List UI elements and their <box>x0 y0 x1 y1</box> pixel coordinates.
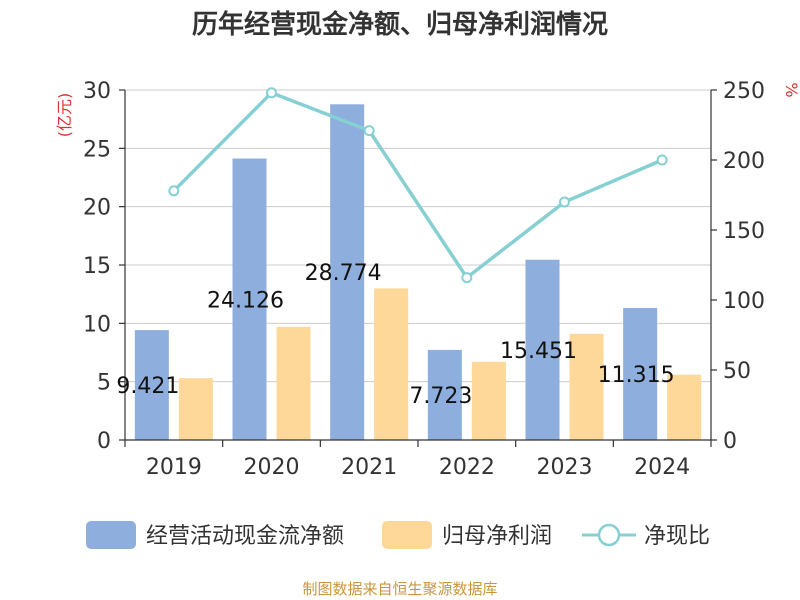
bars <box>134 104 702 440</box>
bar-data-label: 7.723 <box>409 384 472 409</box>
legend-swatch-cashflow <box>86 521 136 549</box>
right-tick-label: 250 <box>723 79 765 104</box>
right-axis-unit: % <box>782 82 800 97</box>
source-note: 制图数据来自恒生聚源数据库 <box>302 580 497 598</box>
left-axis-unit: (亿元) <box>55 93 74 138</box>
data-labels: 9.421 24.126 28.774 7.723 15.451 11.315 <box>116 261 674 409</box>
profit-bar <box>178 378 213 440</box>
left-tick-label: 0 <box>97 429 111 454</box>
ratio-line <box>168 87 668 284</box>
profit-bar <box>471 361 506 440</box>
profit-bar <box>374 288 409 440</box>
x-tick-label: 2021 <box>341 455 397 480</box>
profit-bar <box>276 326 311 440</box>
cashflow-bar <box>623 307 658 440</box>
bar-data-label: 11.315 <box>598 363 675 388</box>
cashflow-bar <box>330 104 365 440</box>
ratio-point <box>363 125 375 137</box>
grid-lines <box>125 89 711 383</box>
ratio-line-path <box>172 90 663 281</box>
ratio-point <box>168 185 180 197</box>
left-tick-label: 20 <box>83 196 111 221</box>
ratio-point <box>266 87 277 99</box>
right-tick-label: 0 <box>723 429 737 454</box>
x-tick-label: 2023 <box>537 455 593 480</box>
left-tick-label: 10 <box>83 312 111 337</box>
x-tick-label: 2020 <box>244 455 300 480</box>
chart-title: 历年经营现金净额、归母净利润情况 <box>192 9 608 40</box>
left-tick-label: 15 <box>83 254 111 279</box>
bar-data-label: 28.774 <box>305 261 382 286</box>
x-tick-label: 2019 <box>146 455 202 480</box>
cashflow-bar <box>232 158 267 440</box>
legend-label-cashflow: 经营活动现金流净额 <box>146 524 344 549</box>
legend-marker-ratio <box>597 523 621 547</box>
cashflow-bar <box>134 330 169 440</box>
legend-swatch-profit <box>382 521 432 549</box>
ratio-point <box>461 272 473 284</box>
right-tick-label: 100 <box>723 289 765 314</box>
bar-data-label: 24.126 <box>207 288 284 313</box>
cashflow-bar <box>427 349 462 440</box>
right-tick-label: 50 <box>723 359 751 384</box>
ratio-point <box>559 196 570 208</box>
x-tick-label: 2024 <box>634 455 690 480</box>
axes: 0 5 10 15 20 25 30 0 50 100 150 200 250 2019 2020 2021 2… <box>83 79 765 480</box>
profit-bar <box>667 374 702 440</box>
legend-label-ratio: 净现比 <box>644 524 710 549</box>
ratio-point <box>656 154 668 166</box>
legend: 经营活动现金流净额 归母净利润 净现比 <box>86 521 710 549</box>
legend-label-profit: 归母净利润 <box>442 524 552 549</box>
x-tick-label: 2022 <box>439 455 495 480</box>
right-tick-label: 150 <box>723 219 765 244</box>
bar-data-label: 9.421 <box>116 374 179 399</box>
bar-data-label: 15.451 <box>500 339 577 364</box>
profit-bar <box>569 333 604 440</box>
left-tick-label: 30 <box>83 79 111 104</box>
cashflow-bar <box>525 259 560 440</box>
right-tick-label: 200 <box>723 149 765 174</box>
left-tick-label: 5 <box>97 371 111 396</box>
left-tick-label: 25 <box>83 137 111 162</box>
